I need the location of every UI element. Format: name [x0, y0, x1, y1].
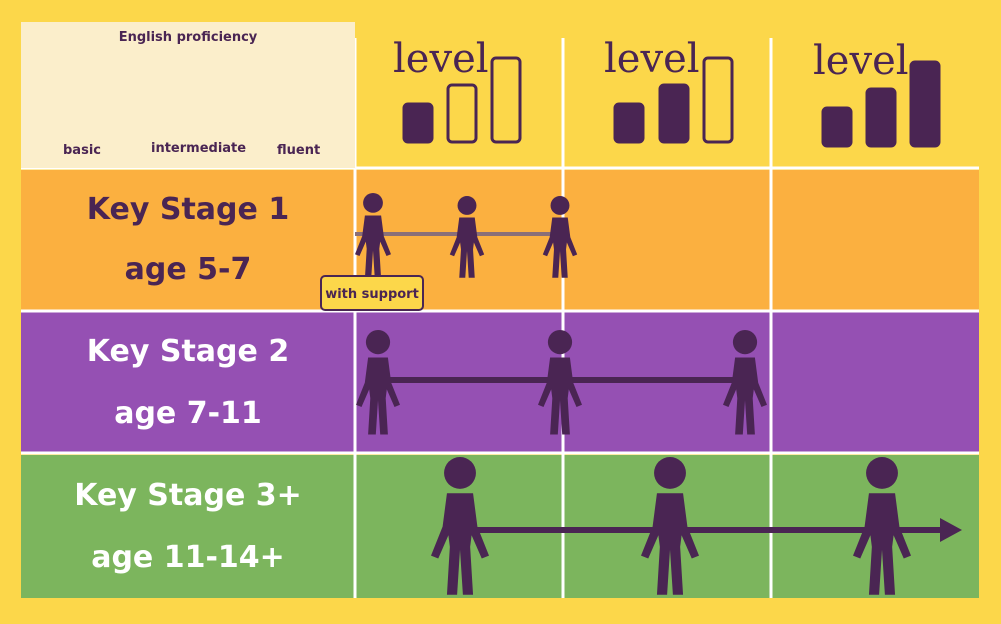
- level-1-icon: [402, 56, 522, 144]
- with-support-badge: with support: [320, 275, 424, 311]
- ks1-age-label: age 5-7: [124, 252, 252, 287]
- level-1-label: level: [393, 36, 489, 82]
- level-2-icon: [613, 56, 734, 144]
- ks1-stage-label: Key Stage 1: [86, 192, 290, 227]
- ks2-figure-basic: [356, 330, 400, 435]
- ks3-figure-fluent: [853, 457, 911, 595]
- legend-basic-label: basic: [63, 143, 101, 158]
- ks1-figure-intermediate: [449, 196, 485, 278]
- ks2-figure-fluent: [723, 330, 767, 435]
- ks3-figure-intermediate: [641, 457, 699, 595]
- ks3-stage-label: Key Stage 3+: [74, 478, 302, 513]
- legend-fluent-label: fluent: [277, 143, 321, 158]
- ks3-figure-basic: [431, 457, 489, 595]
- level-3-label: level: [813, 38, 909, 84]
- level-2-label: level: [604, 36, 700, 82]
- ks2-figure-intermediate: [538, 330, 582, 435]
- row-ks3-bg: [21, 455, 979, 598]
- ks2-stage-label: Key Stage 2: [86, 334, 290, 369]
- ks2-age-label: age 7-11: [114, 396, 262, 431]
- legend-panel: English proficiency basic intermediate f…: [21, 22, 355, 168]
- ks3-age-label: age 11-14+: [91, 540, 285, 575]
- ks1-figure-fluent: [542, 196, 578, 278]
- legend-intermediate-label: intermediate: [151, 141, 247, 156]
- grid-lines: [21, 38, 979, 598]
- level-3-icon: [821, 60, 941, 148]
- ks1-figure-basic: [355, 193, 391, 279]
- legend-title: English proficiency: [118, 30, 258, 45]
- row-ks1-bg: [21, 170, 979, 310]
